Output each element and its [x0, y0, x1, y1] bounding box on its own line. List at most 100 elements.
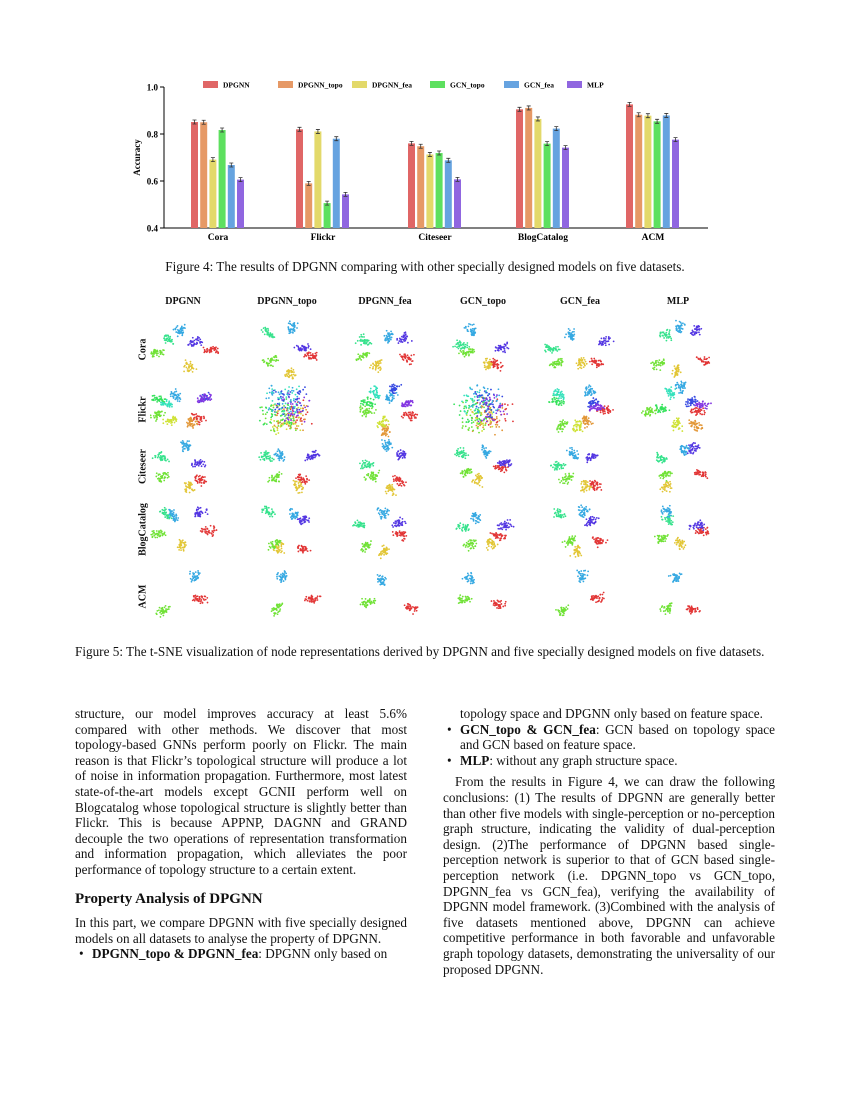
tsne-point	[693, 449, 696, 452]
tsne-point	[657, 361, 660, 364]
tsne-point	[264, 451, 267, 454]
tsne-point	[262, 327, 265, 330]
tsne-point	[664, 483, 667, 486]
tsne-point	[486, 405, 489, 408]
tsne-point	[163, 479, 166, 482]
tsne-point	[605, 336, 608, 338]
tsne-point	[315, 351, 318, 354]
tsne-point	[374, 403, 377, 406]
tsne-point	[681, 445, 684, 447]
tsne-point	[268, 407, 271, 409]
tsne-point	[305, 413, 307, 416]
tsne-point	[262, 413, 265, 416]
tsne-point	[374, 477, 377, 480]
tsne-point	[698, 401, 701, 404]
tsne-point	[264, 329, 267, 331]
tsne-point	[296, 487, 299, 490]
tsne-point	[689, 404, 692, 407]
tsne-point	[608, 343, 611, 346]
tsne-point	[604, 344, 607, 347]
tsne-point	[490, 411, 493, 414]
tsne-point	[394, 392, 396, 394]
tsne-point	[366, 398, 369, 400]
tsne-point	[668, 335, 671, 338]
tsne-point	[562, 463, 565, 465]
error-bar	[526, 105, 531, 111]
tsne-point	[491, 425, 494, 428]
tsne-point	[479, 402, 482, 404]
tsne-point	[594, 407, 597, 410]
tsne-point	[158, 413, 161, 416]
tsne-point	[589, 408, 592, 410]
tsne-point	[663, 489, 666, 492]
tsne-point	[480, 400, 483, 403]
error-bar	[446, 157, 451, 163]
tsne-point	[264, 413, 267, 416]
tsne-point	[159, 457, 162, 460]
tsne-point	[694, 424, 697, 426]
tsne-point	[384, 426, 387, 428]
tsne-point	[649, 406, 652, 409]
tsne-point	[283, 408, 285, 411]
tsne-point	[274, 475, 277, 478]
tsne-point	[698, 471, 701, 474]
tsne-point	[174, 398, 177, 401]
tsne-point	[504, 417, 506, 420]
tsne-point	[489, 450, 492, 453]
tsne-point	[481, 405, 484, 408]
tsne-point	[193, 489, 196, 491]
tsne-point	[265, 423, 268, 426]
tsne-point	[467, 454, 470, 457]
tsne-point	[464, 343, 467, 346]
tsne-point	[275, 452, 277, 455]
tsne-point	[187, 483, 190, 486]
tsne-point	[698, 328, 701, 330]
tsne-point	[161, 455, 163, 458]
tsne-point	[696, 426, 699, 429]
tsne-point	[396, 394, 399, 396]
tsne-point	[696, 405, 699, 408]
tsne-point	[209, 347, 212, 349]
tsne-point	[499, 406, 502, 409]
tsne-point	[703, 363, 705, 366]
tsne-point	[493, 358, 496, 361]
tsne-point	[505, 461, 508, 464]
error-bar	[325, 200, 330, 206]
tsne-point	[174, 393, 177, 396]
tsne-point	[372, 389, 375, 392]
tsne-point	[499, 402, 502, 405]
tsne-point	[703, 411, 706, 414]
tsne-point	[291, 403, 294, 405]
tsne-point	[469, 397, 472, 400]
bar-mlp-acm	[672, 139, 679, 228]
tsne-point	[484, 422, 487, 425]
tsne-point	[162, 353, 165, 356]
tsne-point	[483, 366, 486, 369]
tsne-point	[370, 412, 373, 415]
tsne-point	[300, 488, 303, 491]
tsne-point	[169, 335, 172, 338]
tsne-point	[307, 343, 309, 345]
tsne-point	[154, 399, 157, 401]
tsne-point	[557, 358, 560, 361]
tsne-point	[190, 343, 193, 346]
tsne-point	[167, 403, 170, 406]
tsne-point	[464, 410, 466, 413]
tsne-point	[694, 420, 697, 423]
bar-dpgnn-acm	[626, 104, 633, 228]
tsne-point	[309, 354, 312, 357]
tsne-point	[476, 421, 479, 424]
tsne-point	[471, 328, 474, 330]
tsne-point	[703, 409, 706, 412]
tsne-point	[560, 404, 563, 407]
tsne-point	[645, 413, 648, 415]
tsne-point	[372, 363, 375, 365]
tsne-point	[404, 331, 407, 334]
tsne-point	[692, 334, 695, 336]
tsne-point	[656, 453, 659, 456]
tsne-point	[703, 356, 706, 358]
tsne-point	[693, 422, 696, 425]
tsne-point	[273, 359, 275, 362]
tsne-point	[678, 320, 681, 323]
tsne-point	[482, 403, 485, 406]
